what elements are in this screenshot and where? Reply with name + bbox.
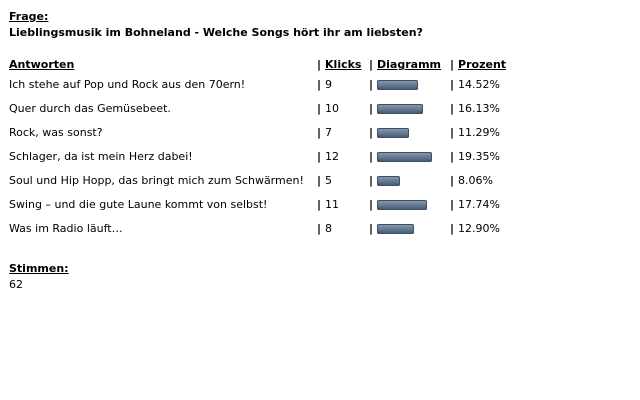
percent-bar [377,175,401,186]
clicks-cell: | 5 [317,173,333,187]
header-clicks: | Klicks [317,58,362,71]
percent-cell: | 17.74% [450,197,500,211]
clicks-value: 11 [325,197,340,211]
result-row: Quer durch das Gemüsebeet. | 10 | | 16.13% [9,96,520,120]
clicks-value: 5 [325,173,333,187]
percent-bar [377,151,433,162]
clicks-cell: | 7 [317,125,333,139]
clicks-value: 9 [325,77,333,91]
percent-cell: | 14.52% [450,77,500,91]
results-table: Antworten | Klicks | Diagramm | Prozent Ich… [9,57,520,240]
clicks-cell: | 10 [317,101,340,115]
diagram-cell: | [369,168,450,192]
percent-cell: | 19.35% [450,149,500,163]
percent-cell: | 16.13% [450,101,500,115]
percent-cell: | 11.29% [450,125,500,139]
percent-bar [377,103,424,114]
percent-value: 14.52% [458,77,500,91]
diagram-cell: | [369,192,450,216]
votes-total: 62 [9,278,23,291]
clicks-value: 8 [325,221,333,235]
diagram-cell: | [369,144,450,168]
percent-bar [377,79,419,90]
percent-cell: | 8.06% [450,173,493,187]
percent-value: 16.13% [458,101,500,115]
answer-text: Swing – und die gute Laune kommt von sel… [9,197,268,211]
percent-value: 8.06% [458,173,493,187]
diagram-cell: | [369,216,450,240]
result-row: Was im Radio läuft… | 8 | | 12.90% [9,216,520,240]
clicks-value: 10 [325,101,340,115]
percent-bar [377,127,410,138]
votes-label: Stimmen: [9,262,69,275]
results-header-row: Antworten | Klicks | Diagramm | Prozent [9,57,520,72]
result-row: Soul und Hip Hopp, das bringt mich zum S… [9,168,520,192]
question-label: Frage: [9,10,49,23]
percent-value: 17.74% [458,197,500,211]
clicks-value: 12 [325,149,340,163]
diagram-cell: | [369,72,450,96]
clicks-cell: | 8 [317,221,333,235]
result-row: Rock, was sonst? | 7 | | 11.29% [9,120,520,144]
percent-value: 19.35% [458,149,500,163]
diagram-cell: | [369,96,450,120]
answer-text: Schlager, da ist mein Herz dabei! [9,149,193,163]
clicks-cell: | 12 [317,149,340,163]
answer-text: Was im Radio läuft… [9,221,123,235]
clicks-cell: | 9 [317,77,333,91]
clicks-value: 7 [325,125,333,139]
percent-bar [377,223,415,234]
percent-value: 12.90% [458,221,500,235]
diagram-cell: | [369,120,450,144]
answer-text: Quer durch das Gemüsebeet. [9,101,171,115]
header-answers: Antworten [9,58,75,71]
poll-results: Frage: Lieblingsmusik im Bohneland - Wel… [9,10,520,293]
percent-value: 11.29% [458,125,500,139]
clicks-cell: | 11 [317,197,340,211]
votes-block: Stimmen: 62 [9,262,520,293]
answer-text: Ich stehe auf Pop und Rock aus den 70ern… [9,77,246,91]
poll-question: Lieblingsmusik im Bohneland - Welche Son… [9,26,423,39]
result-row: Swing – und die gute Laune kommt von sel… [9,192,520,216]
header-percent: | Prozent [450,58,507,71]
percent-bar [377,199,428,210]
result-row: Ich stehe auf Pop und Rock aus den 70ern… [9,72,520,96]
answer-text: Soul und Hip Hopp, das bringt mich zum S… [9,173,304,187]
result-row: Schlager, da ist mein Herz dabei! | 12 | | 19… [9,144,520,168]
answer-text: Rock, was sonst? [9,125,103,139]
header-diagram: | Diagramm [369,58,442,71]
percent-cell: | 12.90% [450,221,500,235]
